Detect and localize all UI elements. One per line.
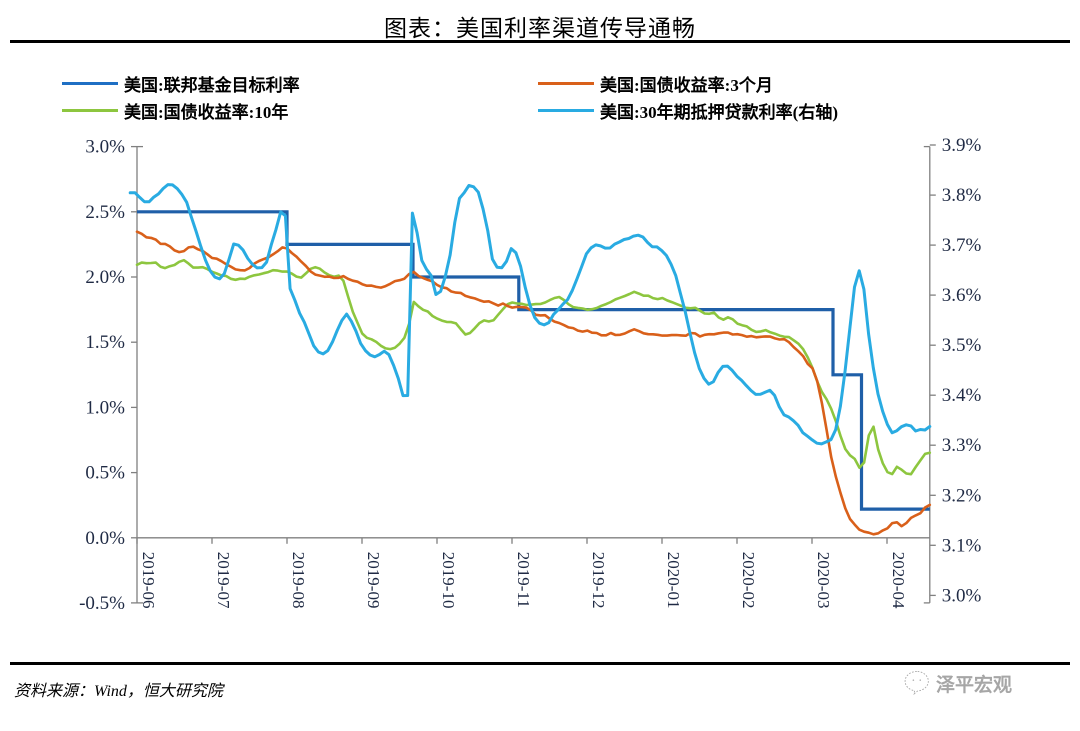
svg-text:2019-06: 2019-06 (139, 552, 158, 609)
svg-text:2019-10: 2019-10 (439, 552, 458, 609)
svg-text:-0.5%: -0.5% (79, 593, 125, 614)
svg-text:1.0%: 1.0% (85, 397, 125, 418)
svg-text:2.5%: 2.5% (85, 202, 125, 223)
svg-text:2020-04: 2020-04 (889, 552, 908, 609)
svg-text:3.2%: 3.2% (942, 485, 982, 506)
svg-text:3.3%: 3.3% (942, 435, 982, 456)
svg-text:3.5%: 3.5% (942, 335, 982, 356)
svg-text:2019-12: 2019-12 (589, 552, 608, 609)
svg-text:0.0%: 0.0% (85, 528, 125, 549)
svg-text:2019-07: 2019-07 (214, 552, 233, 609)
svg-text:2019-08: 2019-08 (289, 552, 308, 609)
svg-text:3.4%: 3.4% (942, 385, 982, 406)
svg-text:3.7%: 3.7% (942, 235, 982, 256)
svg-text:3.9%: 3.9% (942, 135, 982, 156)
svg-text:3.0%: 3.0% (85, 137, 125, 158)
svg-text:3.8%: 3.8% (942, 185, 982, 206)
svg-text:1.5%: 1.5% (85, 332, 125, 353)
svg-text:2019-09: 2019-09 (364, 552, 383, 609)
svg-text:0.5%: 0.5% (85, 463, 125, 484)
svg-text:3.6%: 3.6% (942, 285, 982, 306)
svg-text:2019-11: 2019-11 (514, 552, 533, 608)
svg-text:3.0%: 3.0% (942, 585, 982, 606)
svg-text:3.1%: 3.1% (942, 535, 982, 556)
svg-text:2020-02: 2020-02 (739, 552, 758, 609)
svg-text:2020-03: 2020-03 (814, 552, 833, 609)
svg-text:2020-01: 2020-01 (664, 552, 683, 609)
svg-text:2.0%: 2.0% (85, 267, 125, 288)
